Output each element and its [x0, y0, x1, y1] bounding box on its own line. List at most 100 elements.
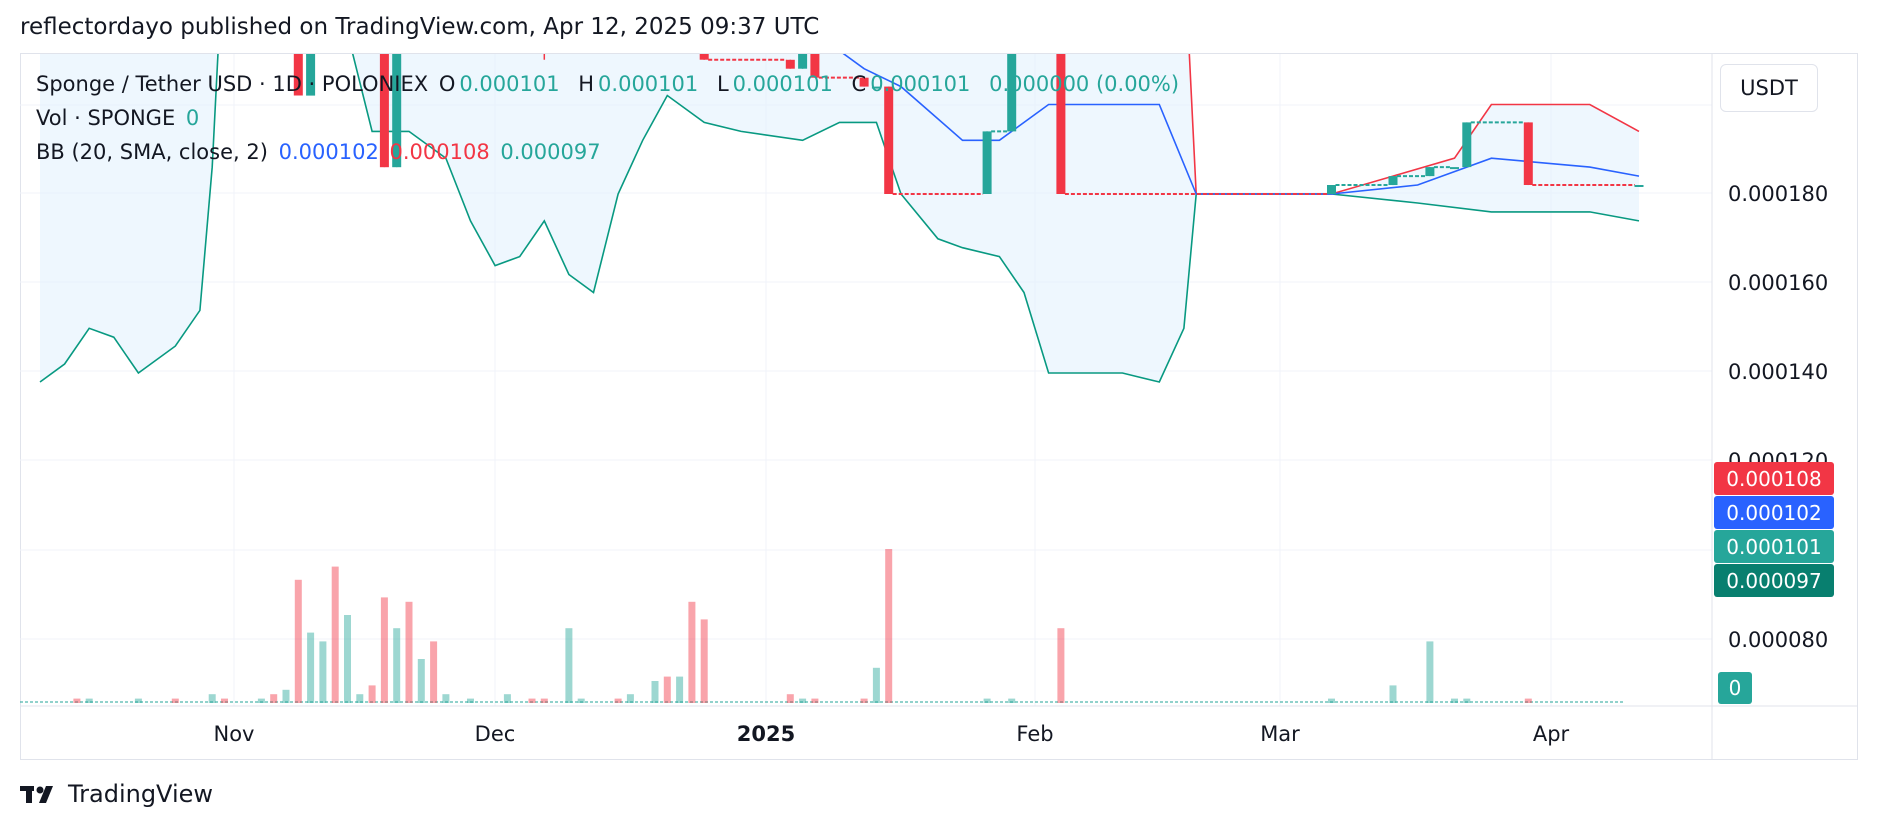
volume-bar: [885, 549, 893, 703]
x-tick-label: 2025: [737, 722, 795, 746]
x-tick-label: Nov: [214, 722, 255, 746]
volume-bar: [1389, 685, 1397, 703]
volume-bar: [565, 628, 573, 703]
low-value: 0.000101: [732, 72, 833, 96]
bollinger-band-fill: [40, 54, 1639, 382]
publish-header: reflectordayo published on TradingView.c…: [20, 14, 820, 40]
high-label: H: [578, 72, 595, 96]
candle-body: [982, 131, 992, 194]
candle-body: [405, 0, 414, 15]
volume-bar: [257, 698, 265, 703]
candle-body: [859, 77, 869, 87]
volume-bar: [1451, 698, 1458, 703]
candle-body: [293, 54, 303, 96]
open-label: O: [438, 72, 456, 96]
close-label: C: [851, 72, 867, 96]
volume-bar: [282, 689, 290, 703]
candle-body: [699, 54, 709, 60]
bb-upper-value: 0.000108: [389, 140, 490, 164]
volume-bar: [663, 676, 671, 703]
candle-body: [614, 0, 623, 15]
candle-body: [1450, 167, 1459, 170]
volume-bar: [651, 681, 659, 703]
candle-body: [626, 0, 635, 15]
volume-bar: [405, 601, 413, 703]
candle-body: [564, 51, 573, 53]
chart-frame[interactable]: [20, 53, 1858, 760]
candle-body: [429, 0, 438, 15]
candle-body: [1462, 122, 1472, 168]
low-label: L: [716, 72, 729, 96]
candle-body: [1056, 54, 1066, 195]
volume-bar: [270, 694, 278, 703]
candle-body: [1523, 122, 1533, 185]
volume-bar: [221, 698, 228, 703]
price-chart[interactable]: 0.0001800.0001600.0001400.0001200.000080…: [0, 0, 1878, 760]
volume-label[interactable]: Vol · SPONGE: [36, 106, 176, 130]
volume-bar: [577, 698, 585, 703]
bb-upper-price-tag: 0.000108: [1714, 462, 1834, 495]
currency-unit-button[interactable]: USDT: [1720, 64, 1818, 112]
candle-body: [379, 54, 389, 168]
volume-bar: [860, 698, 868, 703]
candle-body: [392, 54, 402, 168]
plot-area: [20, 0, 1644, 703]
candle-body: [1634, 185, 1644, 187]
volume-bar: [85, 698, 93, 703]
candle-body: [687, 0, 696, 6]
volume-bar: [393, 628, 401, 703]
close-value: 0.000101: [870, 72, 971, 96]
y-tick-label: 0.000140: [1728, 360, 1828, 384]
y-tick-label: 0.000160: [1728, 271, 1828, 295]
volume-bar: [1008, 698, 1016, 703]
candle-body: [1007, 54, 1017, 132]
x-tick-label: Apr: [1533, 722, 1570, 746]
y-tick-label: 0.000080: [1728, 628, 1828, 652]
candle-body: [884, 86, 894, 194]
candle-body: [306, 54, 316, 96]
volume-bar: [1426, 641, 1434, 703]
bollinger-legend: BB (20, SMA, close, 2) 0.000102 0.000108…: [36, 140, 605, 164]
candle-body: [1327, 185, 1336, 194]
volume-bar: [811, 698, 819, 703]
volume-bar: [294, 579, 302, 703]
volume-bar: [417, 659, 425, 703]
candle-body: [577, 0, 586, 51]
brand-name[interactable]: TradingView: [68, 780, 214, 808]
volume-bar: [171, 698, 179, 703]
volume-bar: [380, 597, 388, 703]
volume-bar: [626, 694, 634, 703]
volume-bar: [356, 694, 364, 703]
footer: TradingView: [20, 780, 213, 808]
volume-bar: [786, 694, 794, 703]
bb-lower-value: 0.000097: [500, 140, 601, 164]
symbol-label[interactable]: Sponge / Tether USD · 1D · POLONIEX: [36, 72, 429, 96]
candle-body: [1388, 176, 1398, 185]
x-tick-label: Mar: [1260, 722, 1300, 746]
volume-bar: [1328, 698, 1335, 703]
candle-body: [871, 86, 881, 89]
volume-bar: [700, 619, 708, 703]
x-tick-label: Dec: [475, 722, 516, 746]
volume-bar: [467, 698, 474, 703]
candle-body: [1425, 167, 1435, 177]
volume-bar: [319, 641, 327, 703]
candle-body: [798, 54, 808, 69]
volume-bar: [442, 694, 450, 703]
volume-bar: [540, 698, 548, 703]
last-price-tag: 0.000101: [1714, 530, 1834, 563]
bb-lower-price-tag: 0.000097: [1714, 564, 1834, 597]
candle-body: [785, 59, 795, 69]
candle-body: [417, 0, 426, 15]
volume-value: 0: [185, 106, 200, 130]
bb-basis-value: 0.000102: [278, 140, 379, 164]
volume-bar: [331, 566, 339, 703]
bb-label[interactable]: BB (20, SMA, close, 2): [36, 140, 268, 164]
volume-bar: [528, 698, 536, 703]
volume-bar: [1057, 628, 1065, 703]
bb-basis-price-tag: 0.000102: [1714, 496, 1834, 529]
bb-upper-line: [1188, 54, 1640, 195]
y-tick-label: 0.000180: [1728, 182, 1828, 206]
candle-body: [540, 0, 549, 51]
tradingview-logo-icon[interactable]: [20, 783, 60, 805]
